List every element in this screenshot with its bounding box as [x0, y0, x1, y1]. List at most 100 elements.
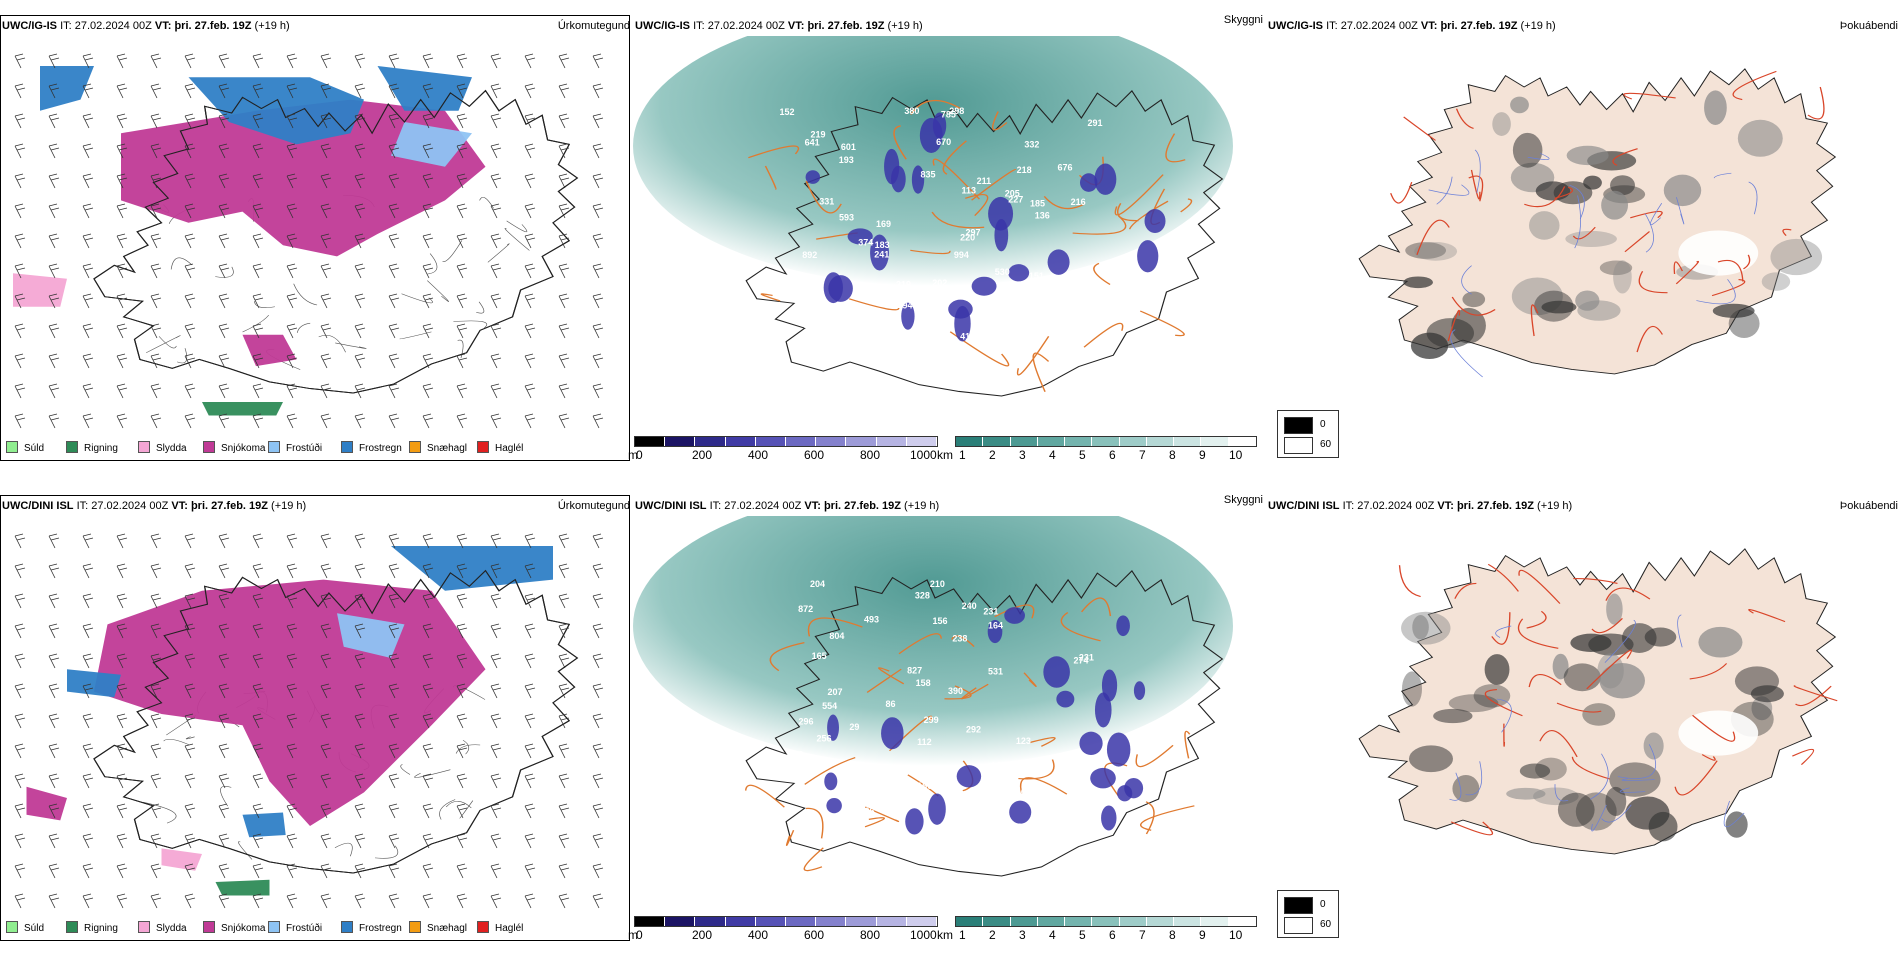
fog-shade	[1728, 309, 1760, 338]
fog-shade	[1529, 211, 1560, 240]
model-name: UWC/IG-IS	[635, 20, 690, 32]
distance-tick: 3	[1019, 448, 1026, 462]
legend-swatch	[66, 441, 78, 453]
legend-item: Snjókoma	[203, 441, 265, 454]
height-tick: 200	[692, 928, 713, 942]
cloud-base-label: 988	[835, 322, 850, 332]
cloud-base-label: 168	[991, 760, 1006, 770]
precip-area	[242, 334, 297, 367]
legend-item: Snæhagl	[409, 921, 467, 934]
legend-label: Slydda	[156, 923, 187, 934]
valid-time-value: þri. 27.feb. 19Z	[823, 500, 901, 512]
precip-area	[161, 848, 202, 871]
height-tick: 400	[748, 928, 769, 942]
fog-shade	[1613, 260, 1632, 294]
cloud-base-label: 531	[988, 666, 1003, 676]
fog-shade	[1557, 792, 1595, 827]
precip-type-panel: Súld Rigning Slydda Snjókoma Frostúði Frostre…	[0, 14, 632, 484]
distance-tick: 4	[1049, 928, 1056, 942]
cloud-base-label: 113	[961, 186, 976, 196]
height-tick: 200	[692, 448, 713, 462]
cloud-base-label: 332	[1024, 139, 1039, 149]
legend-label: Frostregn	[359, 443, 402, 454]
low-cloud-area	[971, 276, 997, 296]
legend-swatch	[6, 441, 18, 453]
model-name: UWC/IG-IS	[2, 20, 57, 32]
precip-area	[67, 669, 121, 698]
low-cloud-area	[1116, 615, 1130, 637]
fog-shade	[1484, 654, 1510, 685]
init-time-value: 27.02.2024 00Z	[1340, 20, 1418, 32]
legend-item: Frostúði	[268, 921, 322, 934]
glacier-area	[1678, 230, 1759, 276]
fog-legend: 0 60	[1277, 410, 1339, 458]
cloud-base-label: 201	[913, 783, 928, 793]
distance-tick: 9	[1199, 928, 1206, 942]
legend-label: Súld	[24, 443, 45, 454]
fog-shade	[1433, 708, 1473, 724]
lead-time: (+19 h)	[271, 500, 307, 512]
cloud-base-label: 183	[875, 240, 890, 250]
distance-colorbar: km 1 2 3 4 5 6 7 8 9 10	[937, 436, 1261, 464]
precip-area	[13, 273, 67, 307]
cloud-base-label: 158	[916, 678, 931, 688]
distance-tick: 3	[1019, 928, 1026, 942]
precip-area	[377, 66, 472, 111]
cloud-base-label: 142	[1079, 760, 1094, 770]
roads-layer	[748, 100, 1193, 392]
cloud-base-label: 493	[864, 615, 879, 625]
cloud-base-label: 827	[907, 666, 922, 676]
cloud-base-label: 274	[1074, 655, 1089, 665]
cloud-base-label: 193	[839, 155, 854, 165]
legend-label: Rigning	[84, 443, 118, 454]
legend-swatch	[6, 921, 18, 933]
fog-min-label: 0	[1320, 419, 1326, 430]
fog-shade	[1704, 90, 1727, 125]
legend-item: Snæhagl	[409, 441, 467, 454]
cloud-base-label: 328	[915, 591, 930, 601]
fog-shade	[1575, 792, 1617, 831]
cloud-base-label: 390	[948, 686, 963, 696]
low-cloud-area	[824, 772, 838, 791]
low-cloud-area	[1043, 656, 1070, 688]
cloud-base-label: 41	[960, 331, 970, 341]
cloud-base-label: 373	[913, 770, 928, 780]
model-name: UWC/DINI ISL	[635, 500, 707, 512]
cloud-base-label: 156	[933, 616, 948, 626]
fog-shade	[1770, 238, 1823, 276]
iceland-coastline	[745, 89, 1224, 397]
fog-shade	[1448, 694, 1499, 713]
init-time-value: 27.02.2024 00Z	[724, 500, 802, 512]
valid-time-label: VT:	[1437, 500, 1454, 512]
valid-time-value: þri. 27.feb. 19Z	[1440, 20, 1518, 32]
cloud-base-label: 220	[960, 233, 975, 243]
legend-item: Snjókoma	[203, 921, 265, 934]
legend-label: Slydda	[156, 443, 187, 454]
distance-tick: 9	[1199, 448, 1206, 462]
init-time-value: 27.02.2024 00Z	[74, 20, 152, 32]
fog-shade	[1409, 745, 1453, 773]
cloud-base-label: 67	[950, 816, 960, 826]
precip-area	[40, 66, 94, 111]
legend-label: Rigning	[84, 923, 118, 934]
precip-area	[215, 879, 270, 896]
cloud-base-label: 296	[798, 717, 813, 727]
fog-shade	[1534, 290, 1574, 322]
fog-shade	[1597, 653, 1624, 689]
legend-item: Slydda	[138, 921, 187, 934]
panel-title: Þokuábendi	[1839, 500, 1898, 512]
fog-shade	[1606, 593, 1623, 625]
cloud-base-label: 240	[962, 601, 977, 611]
fog-min-swatch	[1284, 897, 1313, 914]
cloud-base-label: 374	[858, 237, 873, 247]
fog-shade	[1519, 763, 1551, 779]
fog-shade	[1451, 307, 1486, 344]
low-cloud-area	[1004, 607, 1025, 624]
fog-shade	[1582, 703, 1616, 726]
distance-tick: 10	[1229, 928, 1243, 942]
panel-title: Skyggni	[1223, 494, 1263, 506]
low-cloud-area	[805, 170, 821, 184]
fog-shade	[1698, 626, 1743, 658]
lead-time: (+19 h)	[904, 500, 940, 512]
legend-item: Haglél	[477, 441, 523, 454]
